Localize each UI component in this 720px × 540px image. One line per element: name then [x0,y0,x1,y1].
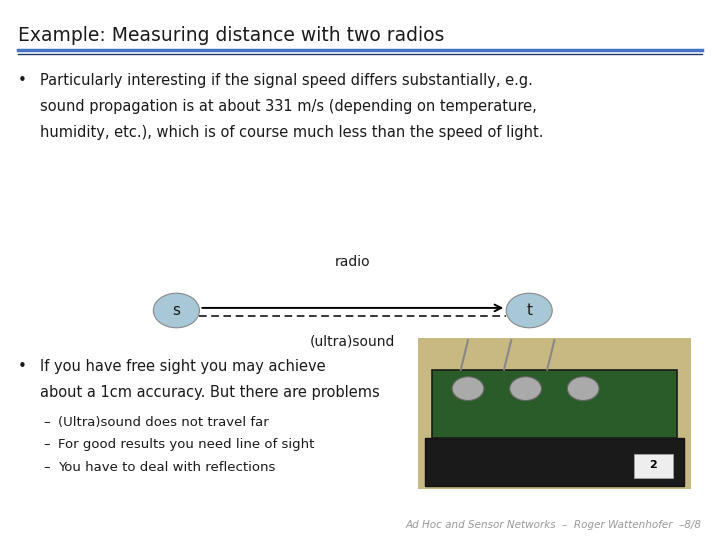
Text: radio: radio [335,255,371,269]
Text: –: – [43,461,50,474]
Text: •: • [18,73,27,88]
Text: sound propagation is at about 331 m/s (depending on temperature,: sound propagation is at about 331 m/s (d… [40,99,536,114]
Circle shape [506,293,552,328]
Text: •: • [18,359,27,374]
Text: s: s [172,303,181,318]
Text: 2: 2 [649,460,657,470]
Text: You have to deal with reflections: You have to deal with reflections [58,461,275,474]
Text: –: – [43,438,50,451]
Circle shape [153,293,199,328]
Text: about a 1cm accuracy. But there are problems: about a 1cm accuracy. But there are prob… [40,385,379,400]
Text: (ultra)sound: (ultra)sound [310,335,395,349]
Text: Example: Measuring distance with two radios: Example: Measuring distance with two rad… [18,26,444,45]
Circle shape [567,377,599,401]
Text: Ad Hoc and Sensor Networks  –  Roger Wattenhofer  –8/8: Ad Hoc and Sensor Networks – Roger Watte… [406,520,702,530]
FancyBboxPatch shape [634,454,673,478]
Text: For good results you need line of sight: For good results you need line of sight [58,438,314,451]
Text: If you have free sight you may achieve: If you have free sight you may achieve [40,359,325,374]
FancyBboxPatch shape [425,437,684,486]
Circle shape [452,377,484,401]
FancyBboxPatch shape [432,369,677,437]
Text: t: t [526,303,532,318]
Text: Particularly interesting if the signal speed differs substantially, e.g.: Particularly interesting if the signal s… [40,73,533,88]
Text: humidity, etc.), which is of course much less than the speed of light.: humidity, etc.), which is of course much… [40,125,543,140]
Circle shape [510,377,541,401]
FancyBboxPatch shape [418,338,691,489]
Text: (Ultra)sound does not travel far: (Ultra)sound does not travel far [58,416,269,429]
Text: –: – [43,416,50,429]
